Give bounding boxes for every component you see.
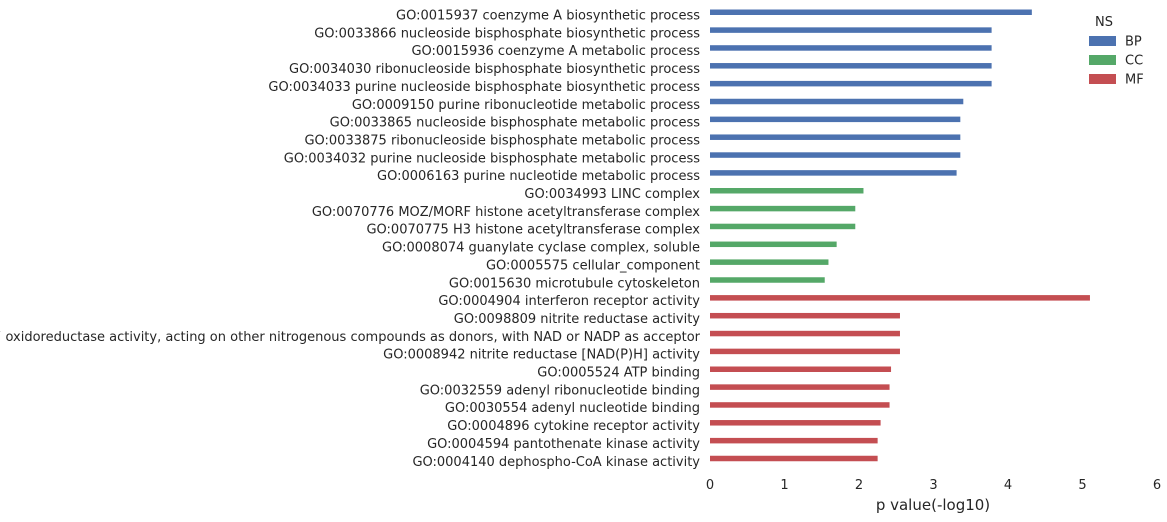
legend-swatch-mf bbox=[1089, 74, 1116, 84]
bar-mf-20 bbox=[710, 366, 892, 372]
category-label-6: GO:0033865 nucleoside bisphosphate metab… bbox=[330, 116, 701, 131]
category-label-9: GO:0006163 purine nucleotide metabolic p… bbox=[377, 169, 700, 184]
x-tick-label-3: 3 bbox=[929, 478, 937, 493]
x-tick-label-4: 4 bbox=[1004, 478, 1012, 493]
category-label-15: GO:0015630 microtubule cytoskeleton bbox=[449, 276, 700, 291]
x-axis-label: p value(-log10) bbox=[876, 496, 990, 514]
category-label-2: GO:0015936 coenzyme A metabolic process bbox=[411, 44, 700, 59]
category-label-5: GO:0009150 purine ribonucleotide metabol… bbox=[352, 98, 700, 113]
bar-cc-15 bbox=[710, 277, 825, 283]
bar-mf-25 bbox=[710, 455, 878, 462]
category-label-0: GO:0015937 coenzyme A biosynthetic proce… bbox=[396, 9, 700, 24]
category-label-16: GO:0004904 interferon receptor activity bbox=[438, 294, 700, 309]
bar-bp-9 bbox=[710, 170, 957, 176]
x-tick-label-1: 1 bbox=[780, 478, 788, 493]
category-label-25: GO:0004140 dephospho-CoA kinase activity bbox=[412, 455, 700, 470]
bar-bp-4 bbox=[710, 80, 992, 87]
category-label-19: GO:0008942 nitrite reductase [NAD(P)H] a… bbox=[383, 348, 700, 363]
legend-label-mf: MF bbox=[1125, 73, 1144, 88]
bar-cc-14 bbox=[710, 259, 829, 265]
category-label-17: GO:0098809 nitrite reductase activity bbox=[454, 312, 701, 327]
category-label-12: GO:0070775 H3 histone acetyltransferase … bbox=[366, 223, 700, 238]
category-label-3: GO:0034030 ribonucleoside bisphosphate b… bbox=[289, 62, 700, 77]
category-label-24: GO:0004594 pantothenate kinase activity bbox=[427, 437, 700, 452]
legend-swatch-cc bbox=[1089, 55, 1116, 65]
x-tick-labels-group: 0 1 2 3 4 5 6 bbox=[706, 478, 1161, 493]
category-label-22: GO:0030554 adenyl nucleotide binding bbox=[445, 401, 700, 416]
category-label-7: GO:0033875 ribonucleoside bisphosphate m… bbox=[304, 133, 700, 148]
bar-mf-19 bbox=[710, 348, 900, 355]
category-label-8: GO:0034032 purine nucleoside bisphosphat… bbox=[284, 151, 700, 166]
bars-group bbox=[710, 9, 1090, 462]
legend: NS BP CC MF bbox=[1089, 15, 1144, 88]
category-labels-group: GO:0015937 coenzyme A biosynthetic proce… bbox=[0, 9, 701, 470]
x-tick-label-5: 5 bbox=[1078, 478, 1086, 493]
category-label-14: GO:0005575 cellular_component bbox=[486, 258, 700, 273]
category-label-10: GO:0034993 LINC complex bbox=[524, 187, 700, 202]
bar-bp-2 bbox=[710, 45, 992, 51]
bar-mf-16 bbox=[710, 295, 1090, 301]
category-label-23: GO:0004896 cytokine receptor activity bbox=[447, 419, 700, 434]
x-tick-label-6: 6 bbox=[1153, 478, 1161, 493]
bar-bp-1 bbox=[710, 27, 992, 33]
bar-mf-23 bbox=[710, 420, 881, 426]
category-label-11: GO:0070776 MOZ/MORF histone acetyltransf… bbox=[312, 205, 700, 220]
bar-mf-24 bbox=[710, 437, 878, 444]
category-label-13: GO:0008074 guanylate cyclase complex, so… bbox=[382, 241, 700, 256]
legend-title: NS bbox=[1095, 15, 1113, 30]
category-label-20: GO:0005524 ATP binding bbox=[537, 366, 700, 381]
legend-label-bp: BP bbox=[1125, 35, 1142, 50]
bar-bp-5 bbox=[710, 98, 964, 105]
bar-cc-12 bbox=[710, 223, 856, 230]
bar-bp-0 bbox=[710, 9, 1032, 15]
legend-swatch-bp bbox=[1089, 36, 1116, 46]
category-label-18: GO:0046857 oxidoreductase activity, acti… bbox=[0, 330, 701, 345]
x-tick-label-2: 2 bbox=[855, 478, 863, 493]
category-label-4: GO:0034033 purine nucleoside bisphosphat… bbox=[268, 80, 700, 95]
bar-mf-21 bbox=[710, 384, 890, 390]
bar-cc-10 bbox=[710, 188, 864, 194]
bar-cc-11 bbox=[710, 205, 856, 212]
legend-label-cc: CC bbox=[1125, 54, 1143, 69]
bar-bp-8 bbox=[710, 152, 961, 158]
x-tick-label-0: 0 bbox=[706, 478, 714, 493]
bar-cc-13 bbox=[710, 241, 837, 248]
bar-bp-3 bbox=[710, 63, 992, 69]
bar-mf-22 bbox=[710, 402, 890, 408]
bar-bp-6 bbox=[710, 116, 961, 123]
bar-bp-7 bbox=[710, 134, 961, 140]
bar-mf-18 bbox=[710, 330, 900, 337]
category-label-21: GO:0032559 adenyl ribonucleotide binding bbox=[420, 383, 700, 398]
bar-mf-17 bbox=[710, 312, 900, 319]
category-label-1: GO:0033866 nucleoside bisphosphate biosy… bbox=[314, 26, 700, 41]
